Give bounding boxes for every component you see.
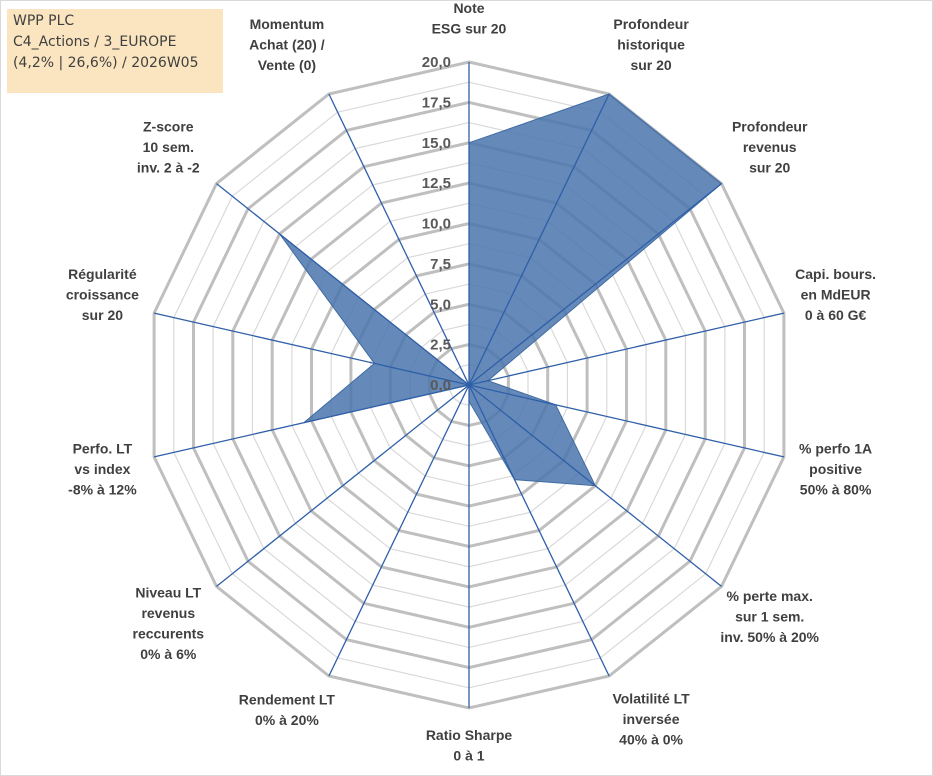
tick-label: 2,5 [430, 337, 451, 354]
radar-spoke [468, 384, 610, 677]
axis-label: Momentum Achat (20) / Vente (0) [249, 16, 325, 73]
axis-label-line: % perte max. [727, 588, 813, 604]
axis-label-line: Rendement LT [239, 691, 336, 707]
axis-label-line: inv. 2 à -2 [137, 159, 200, 175]
tick-label: 10,0 [422, 216, 451, 233]
axis-label: Rendement LT 0% à 20% [239, 691, 336, 728]
radar-spoke [468, 93, 610, 386]
axis-label-line: revenus [743, 139, 797, 155]
title-line-stats: (4,2% | 26,6%) / 2026W05 [13, 55, 199, 71]
axis-label-line: ESG sur 20 [432, 21, 507, 37]
axis-label: Niveau LT revenus reccurents 0% à 6% [133, 585, 205, 663]
axis-label-line: Z-score [143, 118, 194, 134]
radial-tick-labels: 0,0 2,5 5,0 7,5 10,0 12,5 15,0 17,5 20,0 [422, 54, 451, 394]
axis-label-line: % perfo 1A [799, 440, 872, 456]
axis-label: Perfo. LT vs index -8% à 12% [68, 440, 137, 497]
axis-label-line: Perfo. LT [73, 440, 133, 456]
series-area [279, 93, 723, 487]
axis-label-line: croissance [66, 287, 139, 303]
axis-label: Note ESG sur 20 [432, 1, 507, 37]
axis-labels: Note ESG sur 20 Profondeur historique sur 20… [66, 1, 876, 764]
axis-label-line: vs index [74, 461, 130, 477]
axis-label: Profondeur revenus sur 20 [732, 118, 808, 175]
axis-label-line: Ratio Sharpe [426, 727, 513, 743]
radar-spoke [328, 384, 470, 677]
radar-spoke [468, 183, 722, 386]
axis-label-line: Momentum [250, 16, 325, 32]
axis-label-line: -8% à 12% [68, 481, 137, 497]
tick-label: 15,0 [422, 135, 451, 152]
axis-label-line: reccurents [133, 626, 205, 642]
tick-label: 20,0 [422, 54, 451, 71]
radar-spoke [153, 384, 470, 458]
axis-label-line: Niveau LT [135, 585, 201, 601]
axis-label-line: Capi. bours. [795, 266, 876, 282]
axis-label-line: sur 20 [630, 57, 671, 73]
axis-label: Capi. bours. en MdEUR 0 à 60 G€ [795, 266, 876, 323]
axis-label-line: Volatilité LT [612, 691, 690, 707]
axis-label: % perte max. sur 1 sem. inv. 50% à 20% [720, 588, 819, 645]
axis-label-line: sur 1 sem. [735, 609, 804, 625]
axis-label-line: inversée [623, 711, 680, 727]
radar-spoke [468, 384, 785, 458]
axis-label-line: Vente (0) [258, 57, 316, 73]
axis-label-line: revenus [141, 605, 195, 621]
radar-spoke [153, 312, 470, 386]
radar-spoke [216, 183, 470, 386]
chart-title-box: WPP PLC C4_Actions / 3_EUROPE (4,2% | 26… [7, 9, 223, 93]
axis-label-line: 50% à 80% [800, 481, 872, 497]
axis-label-line: 40% à 0% [619, 732, 683, 748]
radar-spoke [468, 312, 785, 386]
axis-label: Profondeur historique sur 20 [613, 16, 689, 73]
axis-label: % perfo 1A positive 50% à 80% [799, 440, 872, 497]
axis-label-line: 0% à 20% [255, 712, 319, 728]
axis-label: Volatilité LT inversée 40% à 0% [612, 691, 690, 748]
radar-spoke [328, 93, 470, 386]
radar-spokes [153, 62, 785, 708]
axis-label-line: 10 sem. [143, 139, 194, 155]
axis-label-line: Profondeur [613, 16, 689, 32]
axis-label-line: 0 à 1 [453, 748, 484, 764]
radar-spoke [216, 384, 470, 587]
title-line-category: C4_Actions / 3_EUROPE [13, 34, 177, 50]
tick-label: 5,0 [430, 296, 451, 313]
tick-label: 12,5 [422, 175, 451, 192]
axis-label: Régularité croissance sur 20 [66, 266, 139, 323]
tick-label: 0,0 [430, 377, 451, 394]
radar-spoke [468, 384, 722, 587]
axis-label-line: Profondeur [732, 118, 808, 134]
axis-label-line: positive [809, 461, 862, 477]
tick-label: 17,5 [422, 94, 451, 111]
axis-label-line: en MdEUR [801, 287, 871, 303]
title-line-company: WPP PLC [13, 13, 75, 29]
axis-label-line: Régularité [68, 266, 137, 282]
axis-label-line: historique [617, 37, 685, 53]
tick-label: 7,5 [430, 256, 451, 273]
axis-label-line: Note [453, 1, 484, 16]
axis-label: Z-score 10 sem. inv. 2 à -2 [137, 118, 200, 175]
axis-label-line: inv. 50% à 20% [720, 629, 819, 645]
axis-label-line: 0% à 6% [140, 646, 197, 662]
axis-label-line: 0 à 60 G€ [805, 307, 867, 323]
axis-label: Ratio Sharpe 0 à 1 [426, 727, 513, 764]
axis-label-line: sur 20 [82, 307, 123, 323]
axis-label-line: sur 20 [749, 159, 790, 175]
axis-label-line: Achat (20) / [249, 37, 325, 53]
